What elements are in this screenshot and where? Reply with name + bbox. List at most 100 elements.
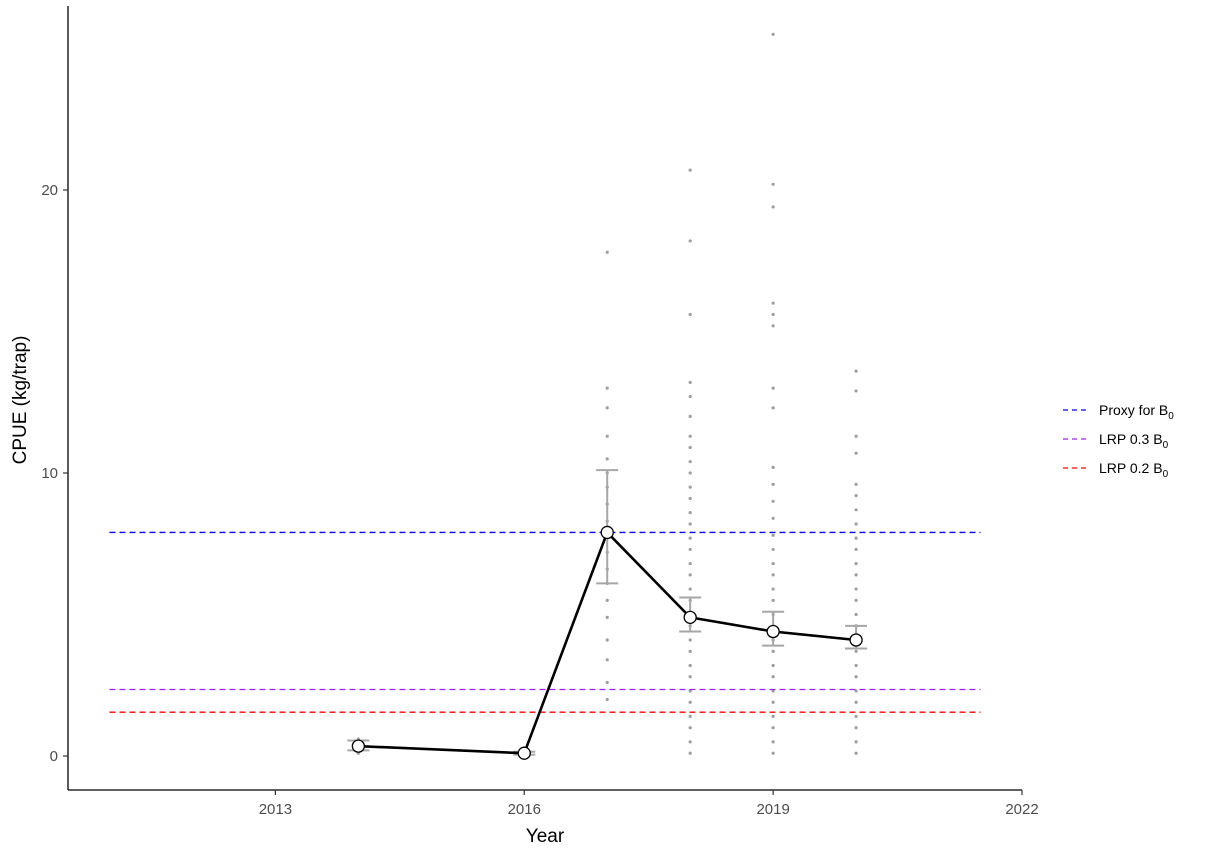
raw-point bbox=[854, 561, 858, 566]
raw-point bbox=[854, 751, 858, 755]
raw-point bbox=[688, 573, 692, 577]
raw-point bbox=[771, 740, 775, 744]
raw-point bbox=[771, 547, 775, 552]
series-line bbox=[358, 531, 857, 755]
raw-point bbox=[854, 389, 858, 393]
raw-point bbox=[854, 547, 858, 552]
raw-observations bbox=[356, 32, 858, 757]
raw-point bbox=[605, 434, 609, 438]
raw-point bbox=[605, 615, 609, 619]
raw-point bbox=[854, 663, 858, 668]
raw-point bbox=[771, 649, 775, 653]
raw-point bbox=[688, 547, 692, 552]
raw-point bbox=[771, 561, 775, 566]
raw-point bbox=[605, 658, 609, 662]
raw-point bbox=[688, 751, 692, 755]
raw-point bbox=[688, 414, 692, 418]
raw-point bbox=[605, 250, 609, 254]
raw-point bbox=[771, 533, 775, 537]
y-tick-label: 20 bbox=[41, 182, 58, 199]
raw-point bbox=[771, 700, 775, 704]
cpue-points bbox=[351, 525, 863, 760]
raw-point bbox=[854, 369, 858, 373]
raw-point bbox=[605, 638, 609, 642]
raw-point bbox=[688, 511, 692, 515]
cpue-series bbox=[358, 531, 857, 755]
axes bbox=[67, 6, 1022, 791]
raw-point bbox=[688, 700, 692, 704]
raw-point bbox=[771, 714, 775, 719]
raw-point bbox=[854, 434, 858, 438]
raw-point bbox=[854, 675, 858, 679]
raw-point bbox=[854, 649, 858, 653]
y-tick-label: 10 bbox=[41, 465, 58, 482]
x-tick-label: 2013 bbox=[259, 801, 292, 818]
raw-point bbox=[854, 700, 858, 704]
raw-point bbox=[854, 522, 858, 526]
raw-point bbox=[688, 675, 692, 679]
raw-point bbox=[688, 638, 692, 642]
raw-point bbox=[771, 182, 775, 186]
legend: Proxy for B0 LRP 0.3 B0 LRP 0.2 B0 bbox=[1063, 402, 1174, 480]
raw-point bbox=[771, 598, 775, 602]
legend-label: LRP 0.3 B0 bbox=[1099, 431, 1169, 451]
raw-point bbox=[771, 573, 775, 577]
data-point bbox=[849, 633, 863, 647]
raw-point bbox=[854, 451, 858, 455]
raw-point bbox=[688, 740, 692, 744]
raw-point bbox=[605, 697, 609, 702]
raw-point bbox=[605, 386, 609, 390]
raw-point bbox=[688, 239, 692, 243]
raw-point bbox=[771, 587, 775, 591]
x-tick-label: 2022 bbox=[1005, 801, 1038, 818]
raw-point bbox=[771, 301, 775, 305]
raw-point bbox=[771, 482, 775, 486]
raw-point bbox=[688, 587, 692, 591]
raw-point bbox=[688, 522, 692, 526]
raw-point bbox=[605, 680, 609, 685]
y-axis-title: CPUE (kg/trap) bbox=[10, 336, 31, 465]
data-point bbox=[683, 610, 697, 625]
data-point bbox=[766, 624, 780, 639]
raw-point bbox=[688, 496, 692, 501]
raw-point bbox=[605, 457, 609, 461]
raw-point bbox=[854, 482, 858, 486]
raw-point bbox=[771, 205, 775, 209]
raw-point bbox=[854, 714, 858, 719]
raw-point bbox=[688, 434, 692, 438]
raw-point bbox=[854, 726, 858, 730]
raw-point bbox=[854, 494, 858, 498]
raw-point bbox=[688, 561, 692, 566]
data-point bbox=[517, 746, 531, 760]
raw-point bbox=[854, 536, 858, 540]
raw-point bbox=[688, 312, 692, 317]
raw-point bbox=[771, 32, 775, 36]
raw-point bbox=[771, 516, 775, 520]
raw-point bbox=[854, 508, 858, 512]
y-tick-label: 0 bbox=[50, 748, 58, 765]
raw-point bbox=[688, 445, 692, 450]
raw-point bbox=[688, 485, 692, 489]
raw-point bbox=[771, 406, 775, 410]
raw-point bbox=[605, 406, 609, 410]
raw-point bbox=[771, 499, 775, 503]
raw-point bbox=[688, 726, 692, 730]
reference-lines bbox=[109, 531, 981, 713]
raw-point bbox=[771, 663, 775, 668]
raw-point bbox=[688, 394, 692, 399]
x-axis-title: Year bbox=[526, 826, 565, 847]
raw-point bbox=[688, 471, 692, 475]
legend-label: Proxy for B0 bbox=[1099, 402, 1174, 422]
raw-point bbox=[854, 587, 858, 591]
raw-point bbox=[854, 598, 858, 602]
x-tick-label: 2016 bbox=[508, 801, 541, 818]
raw-point bbox=[771, 465, 775, 469]
raw-point bbox=[771, 675, 775, 679]
raw-point bbox=[688, 649, 692, 653]
raw-point bbox=[605, 598, 609, 602]
x-tick-label: 2019 bbox=[756, 801, 789, 818]
ticks: 2013 2016 2019 2022 0 10 20 bbox=[41, 182, 1038, 818]
legend-label: LRP 0.2 B0 bbox=[1099, 460, 1169, 480]
raw-point bbox=[688, 536, 692, 540]
raw-point bbox=[771, 751, 775, 755]
